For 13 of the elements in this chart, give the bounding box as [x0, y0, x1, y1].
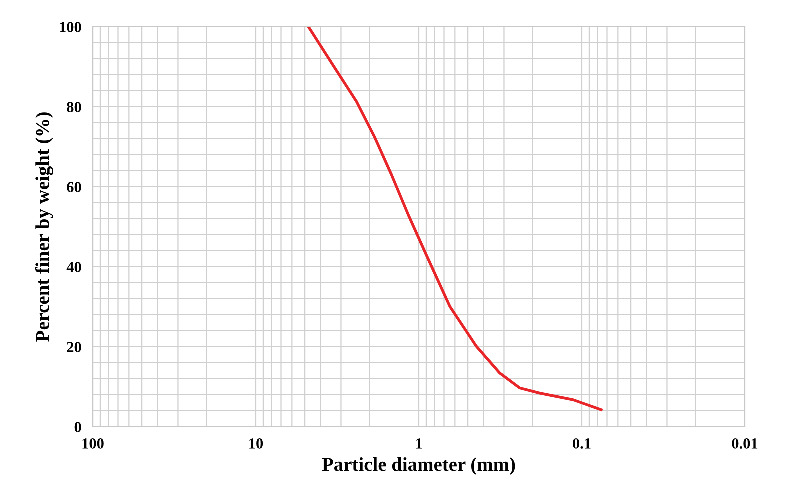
- x-tick-label: 10: [250, 438, 264, 449]
- y-tick-label: 100: [60, 22, 82, 32]
- y-tick-label: 20: [67, 342, 82, 352]
- x-tick-label: 100: [82, 438, 104, 449]
- x-tick-label: 0.01: [732, 438, 758, 449]
- y-tick-label: 40: [66, 262, 82, 272]
- y-tick-label: 0: [74, 422, 82, 432]
- x-tick-label: 1: [416, 438, 422, 449]
- y-axis-title: Percent finer by weight (%): [35, 112, 54, 342]
- y-tick-label: 80: [67, 102, 82, 112]
- x-axis-title: Particle diameter (mm): [322, 458, 516, 476]
- y-tick-label: 60: [67, 182, 82, 192]
- x-tick-label: 0.1: [573, 438, 591, 449]
